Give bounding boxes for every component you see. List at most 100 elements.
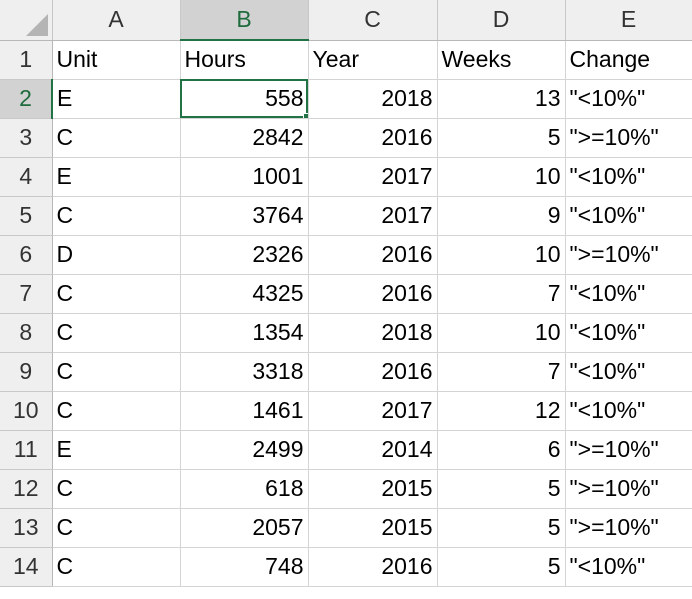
cell-d3[interactable]: 5: [437, 118, 566, 158]
cell-a9[interactable]: C: [52, 352, 181, 392]
table-row: 1 Unit Hours Year Weeks Change: [0, 40, 692, 80]
cell-b10[interactable]: 1461: [180, 391, 309, 431]
cell-a13[interactable]: C: [52, 508, 181, 548]
cell-e4[interactable]: "<10%": [565, 157, 692, 197]
column-header-d[interactable]: D: [437, 0, 566, 41]
row-header-4[interactable]: 4: [0, 157, 53, 197]
cell-c5[interactable]: 2017: [308, 196, 438, 236]
cell-b3[interactable]: 2842: [180, 118, 309, 158]
cell-a3[interactable]: C: [52, 118, 181, 158]
cell-e9[interactable]: "<10%": [565, 352, 692, 392]
active-cell-b2[interactable]: 558: [180, 79, 309, 119]
worksheet-table: A B C D E 1 Unit Hours Year Weeks Change 2 E 558…: [0, 0, 692, 587]
table-row: 14 C 748 2016 5 "<10%": [0, 547, 692, 587]
cell-d13[interactable]: 5: [437, 508, 566, 548]
cell-d2[interactable]: 13: [437, 79, 566, 119]
row-header-3[interactable]: 3: [0, 118, 53, 158]
row-header-13[interactable]: 13: [0, 508, 53, 548]
row-header-5[interactable]: 5: [0, 196, 53, 236]
cell-e8[interactable]: "<10%": [565, 313, 692, 353]
cell-c3[interactable]: 2016: [308, 118, 438, 158]
row-header-7[interactable]: 7: [0, 274, 53, 314]
cell-b9[interactable]: 3318: [180, 352, 309, 392]
row-header-11[interactable]: 11: [0, 430, 53, 470]
row-header-10[interactable]: 10: [0, 391, 53, 431]
cell-e6[interactable]: ">=10%": [565, 235, 692, 275]
row-header-2[interactable]: 2: [0, 79, 53, 119]
cell-d8[interactable]: 10: [437, 313, 566, 353]
cell-d10[interactable]: 12: [437, 391, 566, 431]
cell-d11[interactable]: 6: [437, 430, 566, 470]
table-row: 5 C 3764 2017 9 "<10%": [0, 196, 692, 236]
cell-b7[interactable]: 4325: [180, 274, 309, 314]
cell-b1[interactable]: Hours: [180, 40, 309, 80]
cell-d14[interactable]: 5: [437, 547, 566, 587]
table-row: 11 E 2499 2014 6 ">=10%": [0, 430, 692, 470]
cell-d4[interactable]: 10: [437, 157, 566, 197]
cell-c7[interactable]: 2016: [308, 274, 438, 314]
select-all-button[interactable]: [0, 0, 53, 41]
cell-b8[interactable]: 1354: [180, 313, 309, 353]
column-header-e[interactable]: E: [565, 0, 692, 41]
cell-c6[interactable]: 2016: [308, 235, 438, 275]
cell-d1[interactable]: Weeks: [437, 40, 566, 80]
cell-c4[interactable]: 2017: [308, 157, 438, 197]
cell-c14[interactable]: 2016: [308, 547, 438, 587]
row-header-12[interactable]: 12: [0, 469, 53, 509]
cell-b13[interactable]: 2057: [180, 508, 309, 548]
cell-e2[interactable]: "<10%": [565, 79, 692, 119]
cell-e12[interactable]: ">=10%": [565, 469, 692, 509]
table-row: 10 C 1461 2017 12 "<10%": [0, 391, 692, 431]
cell-d9[interactable]: 7: [437, 352, 566, 392]
cell-b5[interactable]: 3764: [180, 196, 309, 236]
cell-a5[interactable]: C: [52, 196, 181, 236]
table-row: 6 D 2326 2016 10 ">=10%": [0, 235, 692, 275]
table-row: 4 E 1001 2017 10 "<10%": [0, 157, 692, 197]
row-header-1[interactable]: 1: [0, 40, 53, 80]
cell-d5[interactable]: 9: [437, 196, 566, 236]
cell-e14[interactable]: "<10%": [565, 547, 692, 587]
cell-d12[interactable]: 5: [437, 469, 566, 509]
cell-b4[interactable]: 1001: [180, 157, 309, 197]
cell-c10[interactable]: 2017: [308, 391, 438, 431]
cell-c11[interactable]: 2014: [308, 430, 438, 470]
cell-e10[interactable]: "<10%": [565, 391, 692, 431]
cell-c13[interactable]: 2015: [308, 508, 438, 548]
cell-c2[interactable]: 2018: [308, 79, 438, 119]
cell-e13[interactable]: ">=10%": [565, 508, 692, 548]
cell-d7[interactable]: 7: [437, 274, 566, 314]
cell-a6[interactable]: D: [52, 235, 181, 275]
cell-c8[interactable]: 2018: [308, 313, 438, 353]
cell-a7[interactable]: C: [52, 274, 181, 314]
cell-a12[interactable]: C: [52, 469, 181, 509]
cell-a4[interactable]: E: [52, 157, 181, 197]
row-header-8[interactable]: 8: [0, 313, 53, 353]
cell-a11[interactable]: E: [52, 430, 181, 470]
cell-a8[interactable]: C: [52, 313, 181, 353]
cell-a14[interactable]: C: [52, 547, 181, 587]
cell-e7[interactable]: "<10%": [565, 274, 692, 314]
cell-b11[interactable]: 2499: [180, 430, 309, 470]
row-header-9[interactable]: 9: [0, 352, 53, 392]
cell-c1[interactable]: Year: [308, 40, 438, 80]
cell-c12[interactable]: 2015: [308, 469, 438, 509]
column-header-a[interactable]: A: [52, 0, 181, 41]
table-row: 3 C 2842 2016 5 ">=10%": [0, 118, 692, 158]
cell-a1[interactable]: Unit: [52, 40, 181, 80]
cell-d6[interactable]: 10: [437, 235, 566, 275]
cell-e3[interactable]: ">=10%": [565, 118, 692, 158]
cell-b14[interactable]: 748: [180, 547, 309, 587]
cell-a10[interactable]: C: [52, 391, 181, 431]
fill-handle[interactable]: [302, 112, 307, 117]
column-header-c[interactable]: C: [308, 0, 438, 41]
cell-b6[interactable]: 2326: [180, 235, 309, 275]
cell-e11[interactable]: ">=10%": [565, 430, 692, 470]
row-header-6[interactable]: 6: [0, 235, 53, 275]
column-header-b[interactable]: B: [180, 0, 309, 41]
cell-c9[interactable]: 2016: [308, 352, 438, 392]
cell-a2[interactable]: E: [52, 79, 181, 119]
cell-e1[interactable]: Change: [565, 40, 692, 80]
row-header-14[interactable]: 14: [0, 547, 53, 587]
cell-b12[interactable]: 618: [180, 469, 309, 509]
cell-e5[interactable]: "<10%": [565, 196, 692, 236]
